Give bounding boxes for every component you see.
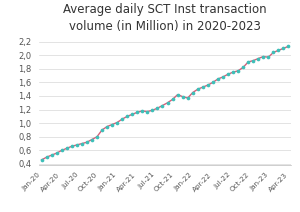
- Point: [74, 143, 79, 147]
- Point: [64, 147, 69, 150]
- Point: [145, 110, 150, 113]
- Point: [85, 141, 89, 144]
- Point: [69, 145, 74, 148]
- Point: [49, 153, 54, 157]
- Point: [39, 158, 44, 162]
- Point: [100, 128, 104, 132]
- Point: [226, 73, 230, 76]
- Point: [110, 123, 115, 126]
- Point: [105, 125, 110, 128]
- Point: [231, 70, 236, 74]
- Point: [236, 69, 241, 73]
- Point: [80, 142, 84, 145]
- Point: [256, 57, 261, 60]
- Point: [215, 77, 220, 81]
- Point: [165, 101, 170, 105]
- Point: [246, 60, 250, 64]
- Point: [276, 49, 281, 52]
- Point: [195, 88, 200, 91]
- Point: [206, 83, 210, 87]
- Point: [180, 95, 185, 98]
- Point: [271, 51, 276, 54]
- Point: [185, 96, 190, 100]
- Point: [241, 66, 245, 69]
- Point: [281, 47, 286, 50]
- Point: [135, 111, 140, 114]
- Point: [160, 104, 165, 107]
- Point: [140, 109, 145, 113]
- Point: [150, 109, 155, 112]
- Point: [89, 138, 94, 141]
- Point: [59, 149, 64, 152]
- Point: [54, 151, 59, 155]
- Point: [200, 85, 205, 89]
- Point: [170, 98, 175, 101]
- Point: [125, 115, 130, 118]
- Point: [155, 106, 160, 110]
- Point: [251, 59, 256, 62]
- Point: [130, 113, 135, 116]
- Point: [211, 81, 215, 84]
- Point: [261, 55, 266, 58]
- Point: [286, 45, 291, 48]
- Point: [175, 93, 180, 96]
- Title: Average daily SCT Inst transaction
volume (in Million) in 2020-2023: Average daily SCT Inst transaction volum…: [63, 3, 267, 33]
- Point: [266, 56, 271, 59]
- Point: [115, 121, 119, 124]
- Point: [190, 91, 195, 94]
- Point: [120, 117, 124, 121]
- Point: [44, 155, 49, 159]
- Point: [220, 75, 225, 79]
- Point: [94, 135, 99, 138]
